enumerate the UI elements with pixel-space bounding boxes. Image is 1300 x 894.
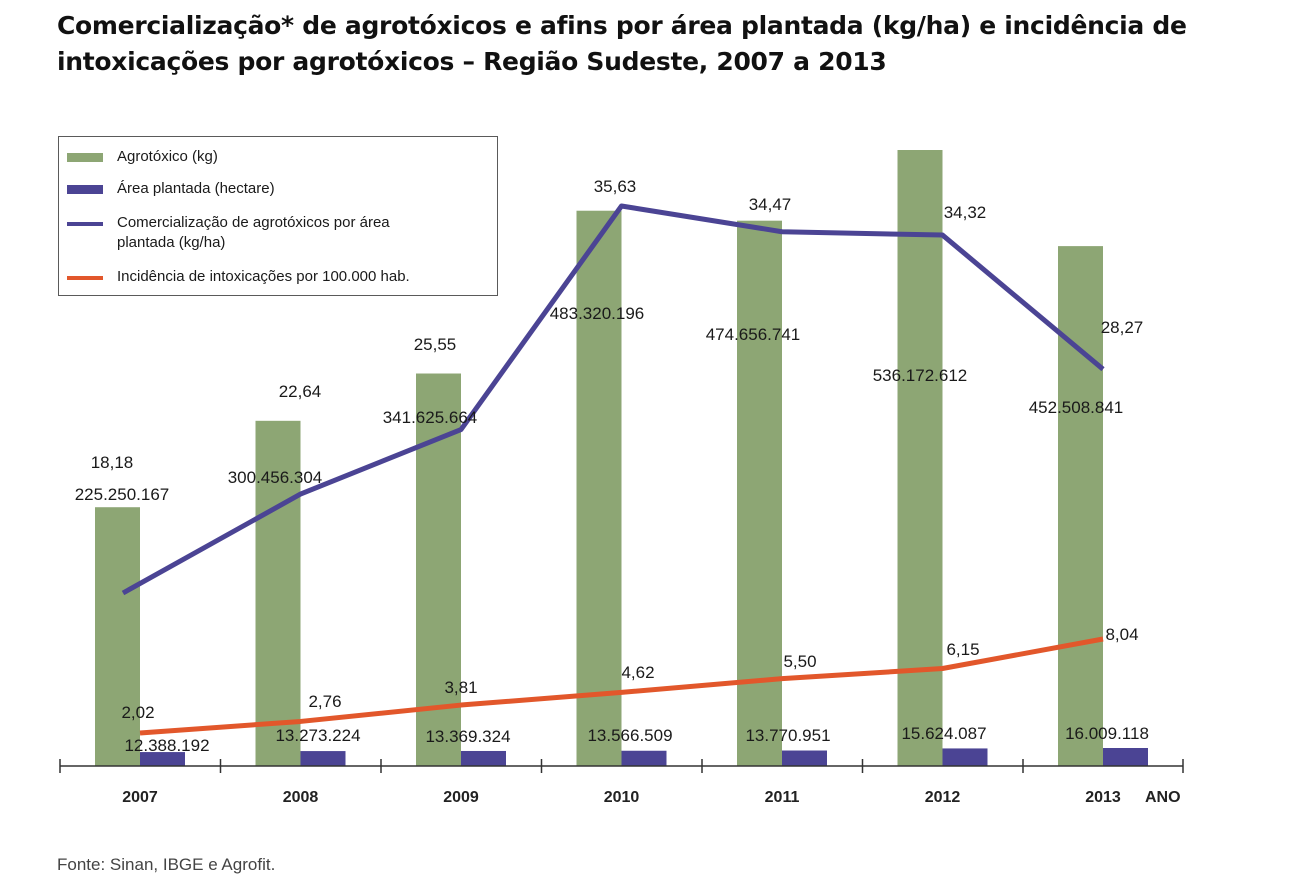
data-labels: 225.250.167 300.456.304 341.625.664 483.320… [75, 177, 1149, 755]
comercializacao-data-label: 25,55 [414, 335, 457, 354]
agrotoxico-data-label: 483.320.196 [550, 304, 645, 323]
area-bar-2010 [621, 750, 667, 766]
area-data-label: 13.369.324 [425, 727, 510, 746]
x-axis: 2007 2008 2009 2010 2011 2012 2013 ANO [59, 759, 1184, 806]
legend-label-line-2: plantada (kg/ha) [117, 234, 226, 251]
legend-label: Área plantada (hectare) [117, 180, 275, 197]
area-bar-2008 [300, 751, 346, 766]
agrotoxico-bar-2007 [95, 507, 140, 766]
legend-label: Comercialização de agrotóxicos por área … [117, 213, 390, 253]
x-tick-label: 2010 [604, 789, 640, 806]
legend-swatch-incidencia [67, 276, 103, 280]
area-bars [140, 748, 1148, 766]
agrotoxico-bars [95, 150, 1103, 767]
area-data-label: 16.009.118 [1065, 724, 1149, 743]
incidencia-data-label: 8,04 [1105, 625, 1138, 644]
comercializacao-data-label: 28,27 [1101, 318, 1144, 337]
incidencia-data-label: 6,15 [946, 640, 979, 659]
incidencia-line [139, 636, 1104, 736]
comercializacao-data-label: 34,47 [749, 195, 792, 214]
incidencia-data-label: 2,76 [308, 692, 341, 711]
source-note: Fonte: Sinan, IBGE e Agrofit. [57, 855, 276, 874]
legend: Agrotóxico (kg) Área plantada (hectare) … [58, 136, 498, 296]
x-tick-label: 2011 [765, 789, 800, 806]
x-tick-label: 2012 [925, 789, 961, 806]
agrotoxico-data-label: 474.656.741 [706, 325, 801, 344]
legend-swatch-comercializacao [67, 222, 103, 226]
agrotoxico-bar-2008 [255, 420, 301, 766]
comercializacao-data-label: 34,32 [944, 203, 987, 222]
agrotoxico-data-label: 536.172.612 [873, 366, 968, 385]
x-tick-label: 2008 [283, 789, 319, 806]
legend-swatch-agrotoxico [67, 153, 103, 162]
incidencia-data-label: 5,50 [783, 652, 816, 671]
chart-title-line-1: Comercialização* de agrotóxicos e afins … [57, 11, 1187, 40]
legend-swatch-area [67, 185, 103, 194]
legend-label: Incidência de intoxicações por 100.000 h… [117, 268, 410, 285]
incidencia-data-label: 2,02 [121, 703, 154, 722]
legend-label: Agrotóxico (kg) [117, 148, 218, 165]
area-data-label: 12.388.192 [124, 736, 209, 755]
x-tick-label: 2007 [122, 789, 158, 806]
area-data-label: 13.566.509 [587, 726, 672, 745]
incidencia-data-label: 3,81 [444, 678, 477, 697]
agrotoxico-bar-2012 [897, 150, 943, 766]
legend-item-incidencia: Incidência de intoxicações por 100.000 h… [67, 267, 410, 287]
legend-item-agrotoxico: Agrotóxico (kg) [67, 147, 218, 167]
x-tick-label: 2009 [443, 789, 479, 806]
x-axis-title: ANO [1145, 789, 1181, 806]
chart-title-line-2: intoxicações por agrotóxicos – Região Su… [57, 47, 887, 76]
area-bar-2007 [140, 752, 185, 766]
area-bar-2012 [942, 748, 988, 766]
agrotoxico-data-label: 452.508.841 [1029, 398, 1124, 417]
chart-title: Comercialização* de agrotóxicos e afins … [57, 8, 1277, 80]
comercializacao-line [121, 203, 1105, 596]
area-bar-2013 [1103, 748, 1148, 766]
comercializacao-data-label: 35,63 [594, 177, 637, 196]
agrotoxico-data-label: 300.456.304 [228, 468, 323, 487]
area-bar-2009 [461, 750, 506, 766]
comercializacao-data-label: 18,18 [91, 453, 134, 472]
agrotoxico-data-label: 341.625.664 [383, 408, 478, 427]
x-tick-label: 2013 [1085, 789, 1121, 806]
area-bar-2011 [782, 750, 827, 766]
area-data-label: 13.273.224 [275, 726, 360, 745]
legend-item-area: Área plantada (hectare) [67, 179, 275, 199]
agrotoxico-bar-2013 [1058, 246, 1103, 767]
area-data-label: 13.770.951 [745, 726, 830, 745]
area-data-label: 15.624.087 [901, 724, 986, 743]
agrotoxico-data-label: 225.250.167 [75, 485, 170, 504]
agrotoxico-bar-2010 [576, 210, 622, 766]
incidencia-data-label: 4,62 [621, 663, 654, 682]
comercializacao-data-label: 22,64 [279, 382, 322, 401]
legend-label-line-1: Comercialização de agrotóxicos por área [117, 214, 390, 231]
agrotoxico-bar-2011 [737, 220, 782, 767]
legend-item-comercializacao: Comercialização de agrotóxicos por área … [67, 213, 390, 253]
